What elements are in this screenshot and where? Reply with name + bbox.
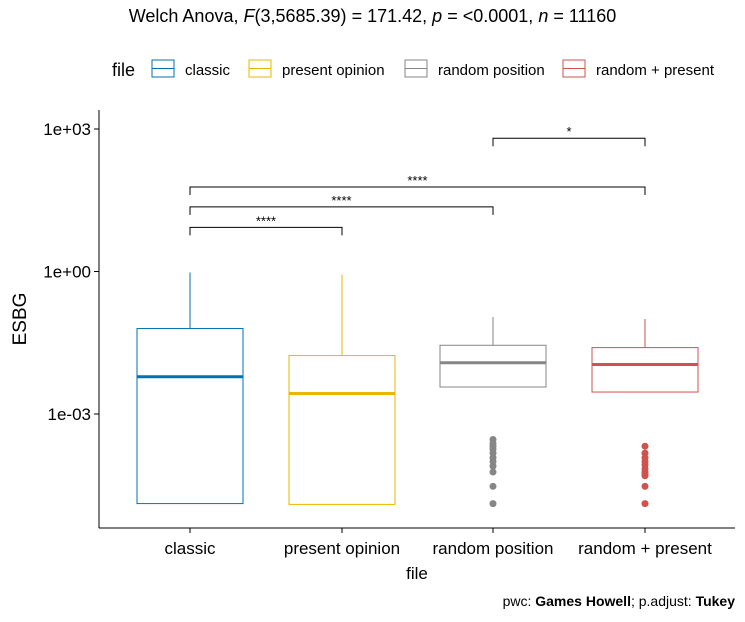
x-tick-label: classic (164, 539, 216, 558)
legend-item-classic: classic (151, 59, 231, 79)
bracket-random-position-vs-random-present: * (492, 124, 646, 147)
outlier-point (489, 500, 497, 508)
box-iqr (591, 347, 699, 393)
box-classic (136, 272, 244, 505)
outlier-point (489, 482, 497, 490)
outlier-point (641, 442, 649, 450)
pwc-caption: pwc: Games Howell; p.adjust: Tukey (502, 593, 735, 609)
legend-item-random-position: random position (404, 59, 545, 79)
bracket-line (189, 206, 494, 215)
box-random-present (591, 319, 699, 508)
significance-label: **** (256, 213, 276, 228)
box-present-opinion (288, 274, 396, 505)
y-tick-label: 1e-03 (48, 405, 91, 424)
box-iqr (439, 344, 547, 388)
comparison-brackets: ************* (189, 124, 646, 236)
legend-item-present-opinion: present opinion (248, 59, 385, 79)
outlier-point (641, 500, 649, 508)
x-tick-label: random + present (578, 539, 712, 558)
legend-title: file (112, 60, 135, 80)
outlier-point (489, 468, 497, 476)
chart-title: Welch Anova, F(3,5685.39) = 171.42, p = … (128, 6, 617, 26)
bracket-line (189, 186, 646, 196)
legend-label: classic (185, 62, 231, 79)
x-tick-label: random position (433, 539, 554, 558)
significance-label: **** (331, 193, 351, 208)
significance-label: * (566, 124, 571, 139)
axes: 1e+03 1e+00 1e-03 classic present opinion ran… (10, 110, 735, 583)
outlier-point (641, 482, 649, 490)
legend-label: random + present (596, 62, 715, 79)
bracket-classic-vs-random-position: **** (189, 193, 494, 215)
boxplot-series (136, 272, 699, 508)
y-axis-title: ESBG (10, 293, 31, 346)
x-axis-title: file (406, 564, 428, 583)
y-tick-label: 1e+03 (43, 120, 91, 139)
legend-label: present opinion (282, 62, 385, 79)
bracket-line (189, 226, 343, 236)
legend: file classic present opinion random positio… (112, 59, 715, 80)
box-random-position (439, 317, 547, 508)
bracket-classic-vs-random-present: **** (189, 173, 646, 196)
legend-label: random position (438, 62, 545, 79)
significance-label: **** (407, 173, 427, 188)
bracket-line (492, 137, 646, 147)
outlier-point (489, 462, 497, 470)
y-tick-label: 1e+00 (43, 263, 91, 282)
outlier-point (641, 472, 649, 480)
box-iqr (136, 328, 244, 505)
legend-item-random-present: random + present (562, 59, 715, 79)
bracket-classic-vs-present-opinion: **** (189, 213, 343, 236)
x-tick-label: present opinion (284, 539, 400, 558)
box-iqr (288, 355, 396, 505)
